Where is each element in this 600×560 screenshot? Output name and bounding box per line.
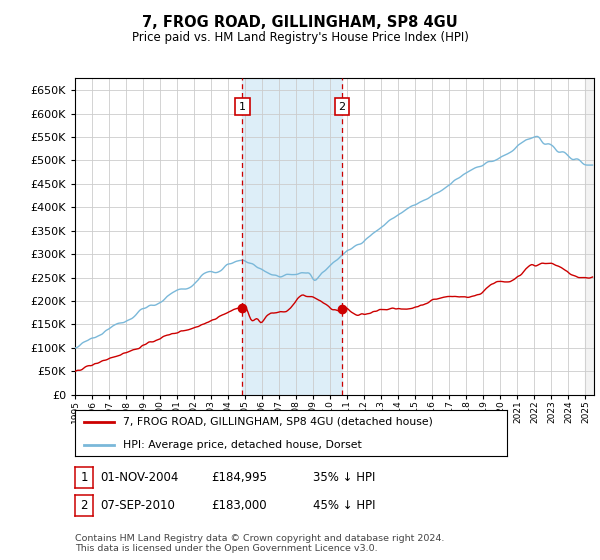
Text: HPI: Average price, detached house, Dorset: HPI: Average price, detached house, Dors… xyxy=(122,440,361,450)
Text: 7, FROG ROAD, GILLINGHAM, SP8 4GU (detached house): 7, FROG ROAD, GILLINGHAM, SP8 4GU (detac… xyxy=(122,417,433,427)
Text: 01-NOV-2004: 01-NOV-2004 xyxy=(100,471,179,484)
Text: 2: 2 xyxy=(338,101,346,111)
Text: Contains HM Land Registry data © Crown copyright and database right 2024.
This d: Contains HM Land Registry data © Crown c… xyxy=(75,534,445,553)
Text: Price paid vs. HM Land Registry's House Price Index (HPI): Price paid vs. HM Land Registry's House … xyxy=(131,31,469,44)
Text: £184,995: £184,995 xyxy=(211,471,267,484)
Text: 1: 1 xyxy=(239,101,246,111)
Bar xyxy=(242,78,342,395)
Text: 7, FROG ROAD, GILLINGHAM, SP8 4GU: 7, FROG ROAD, GILLINGHAM, SP8 4GU xyxy=(142,15,458,30)
Text: 35% ↓ HPI: 35% ↓ HPI xyxy=(313,471,376,484)
Text: 45% ↓ HPI: 45% ↓ HPI xyxy=(313,499,376,512)
Text: £183,000: £183,000 xyxy=(211,499,267,512)
Text: 1: 1 xyxy=(80,471,88,484)
Text: 07-SEP-2010: 07-SEP-2010 xyxy=(100,499,175,512)
Text: 2: 2 xyxy=(80,499,88,512)
